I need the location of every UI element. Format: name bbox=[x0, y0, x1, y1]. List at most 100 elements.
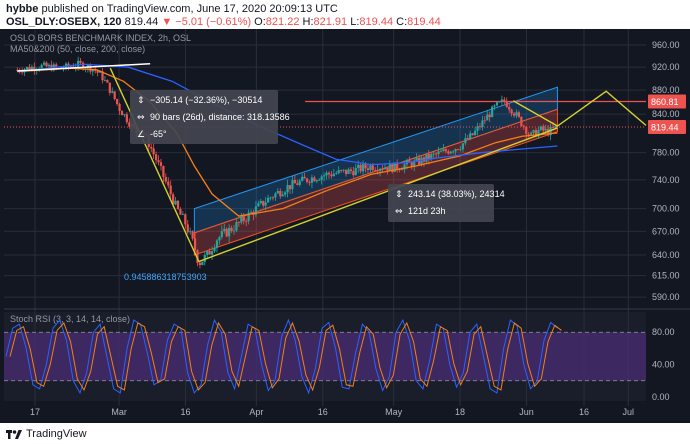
candle-body bbox=[276, 191, 279, 194]
candle-body bbox=[67, 63, 70, 67]
brand-label[interactable]: TradingView bbox=[26, 428, 87, 440]
x-tick-label: 17 bbox=[30, 407, 40, 417]
candle-body bbox=[473, 130, 477, 136]
candle-body bbox=[344, 169, 348, 175]
y-tick-label: 780.00 bbox=[652, 148, 680, 158]
x-tick-label: May bbox=[385, 407, 403, 417]
candle-body bbox=[461, 143, 465, 150]
candle-body bbox=[181, 214, 184, 216]
candle-body bbox=[230, 227, 233, 231]
candle-body bbox=[454, 149, 457, 152]
resistance-price-label: 860.81 bbox=[648, 94, 686, 109]
chart-title: OSLO BORS BENCHMARK INDEX, 2h, OSL bbox=[10, 33, 191, 43]
candle-body bbox=[310, 177, 314, 183]
candle-body bbox=[313, 177, 316, 182]
publish-info: published on TradingView.com, June 17, 2… bbox=[41, 3, 338, 15]
candle-body bbox=[551, 126, 555, 128]
candle-body bbox=[257, 203, 260, 207]
candle-body bbox=[359, 164, 362, 172]
candle-body bbox=[179, 208, 182, 215]
x-tick-label: Jul bbox=[623, 407, 635, 417]
candle-body bbox=[491, 106, 494, 118]
candle-body bbox=[530, 132, 533, 135]
candle-body bbox=[288, 185, 292, 190]
candle-body bbox=[486, 114, 489, 121]
candle-body bbox=[400, 169, 404, 171]
candle-body bbox=[481, 120, 484, 128]
x-tick-label: 16 bbox=[579, 407, 589, 417]
candle-body bbox=[527, 133, 530, 135]
candle-body bbox=[218, 237, 221, 241]
open-label: O: bbox=[254, 16, 266, 28]
candle-body bbox=[242, 216, 245, 222]
y-tick-label: 640.00 bbox=[652, 250, 680, 260]
candle-body bbox=[437, 151, 440, 155]
footer: TradingView bbox=[6, 428, 87, 440]
candle-body bbox=[45, 62, 48, 67]
measure-box-rise: 243.14 (38.03%), 24314 ⇕ 121d 23h ⇔ bbox=[388, 184, 505, 222]
candle-body bbox=[340, 170, 343, 171]
candle-body bbox=[169, 185, 172, 195]
candle-body bbox=[184, 214, 187, 225]
candle-body bbox=[103, 80, 107, 81]
candle-body bbox=[291, 180, 294, 190]
top-trendline bbox=[17, 62, 151, 72]
candle-body bbox=[308, 181, 311, 183]
candle-body bbox=[89, 64, 92, 72]
candle-body bbox=[374, 170, 377, 171]
candle-body bbox=[386, 167, 389, 171]
candle-body bbox=[327, 172, 331, 175]
candle-body bbox=[476, 126, 479, 131]
symbol[interactable]: OSL_DLY:OSEBX, 120 bbox=[6, 16, 122, 28]
candle-body bbox=[113, 91, 116, 100]
candle-body bbox=[215, 240, 219, 248]
measure-icon: ∠ bbox=[137, 130, 145, 140]
candle-body bbox=[128, 122, 131, 127]
author-name[interactable]: hybbe bbox=[6, 3, 39, 15]
y-tick-label: 700.00 bbox=[652, 204, 680, 214]
candle-body bbox=[332, 173, 335, 177]
candle-body bbox=[335, 173, 338, 174]
candle-body bbox=[534, 130, 538, 137]
candle-body bbox=[240, 216, 243, 223]
stoch-k-line bbox=[5, 318, 558, 395]
candle-body bbox=[60, 66, 63, 69]
candle-body bbox=[286, 185, 289, 193]
candle-body bbox=[172, 194, 175, 205]
candle-body bbox=[247, 212, 250, 222]
stoch-band bbox=[4, 332, 646, 381]
price-label-bg bbox=[648, 120, 686, 135]
candle-body bbox=[483, 120, 486, 122]
candle-body bbox=[337, 170, 340, 174]
candle-body bbox=[223, 228, 226, 232]
candle-body bbox=[281, 194, 284, 197]
candle-body bbox=[381, 168, 384, 170]
stoch-tick-label: 40.00 bbox=[652, 360, 675, 370]
candle-body bbox=[284, 192, 287, 195]
candle-body bbox=[162, 165, 165, 177]
symbol-line: OSL_DLY:OSEBX, 120 819.44 ▼ −5.01 (−0.61… bbox=[6, 16, 441, 28]
candle-body bbox=[120, 110, 124, 116]
candle-body bbox=[101, 71, 104, 81]
stoch-title: Stoch RSI (3, 3, 14, 14, close) bbox=[10, 314, 130, 324]
candle-body bbox=[393, 162, 396, 172]
x-tick-label: 18 bbox=[455, 407, 465, 417]
candle-body bbox=[193, 238, 197, 251]
candle-body bbox=[152, 148, 155, 155]
y-tick-label: 615.00 bbox=[652, 271, 680, 281]
candle-body bbox=[330, 174, 333, 177]
price-chart[interactable]: 17 Mar 16 Apr 16 May 18 Jun 16 Jul 960.00 920.00 880… bbox=[0, 29, 690, 423]
candle-body bbox=[232, 230, 236, 232]
candle-body bbox=[498, 101, 501, 103]
candle-body bbox=[206, 250, 209, 255]
candle-body bbox=[262, 200, 265, 206]
candle-body bbox=[403, 164, 406, 170]
candle-body bbox=[237, 222, 240, 223]
y-tick-label: 590.00 bbox=[652, 292, 680, 302]
candle-body bbox=[267, 197, 270, 203]
candle-body bbox=[449, 151, 452, 154]
candle-body bbox=[464, 138, 467, 144]
candle-body bbox=[279, 191, 282, 197]
candle-body bbox=[352, 171, 355, 176]
candle-body bbox=[383, 167, 387, 170]
